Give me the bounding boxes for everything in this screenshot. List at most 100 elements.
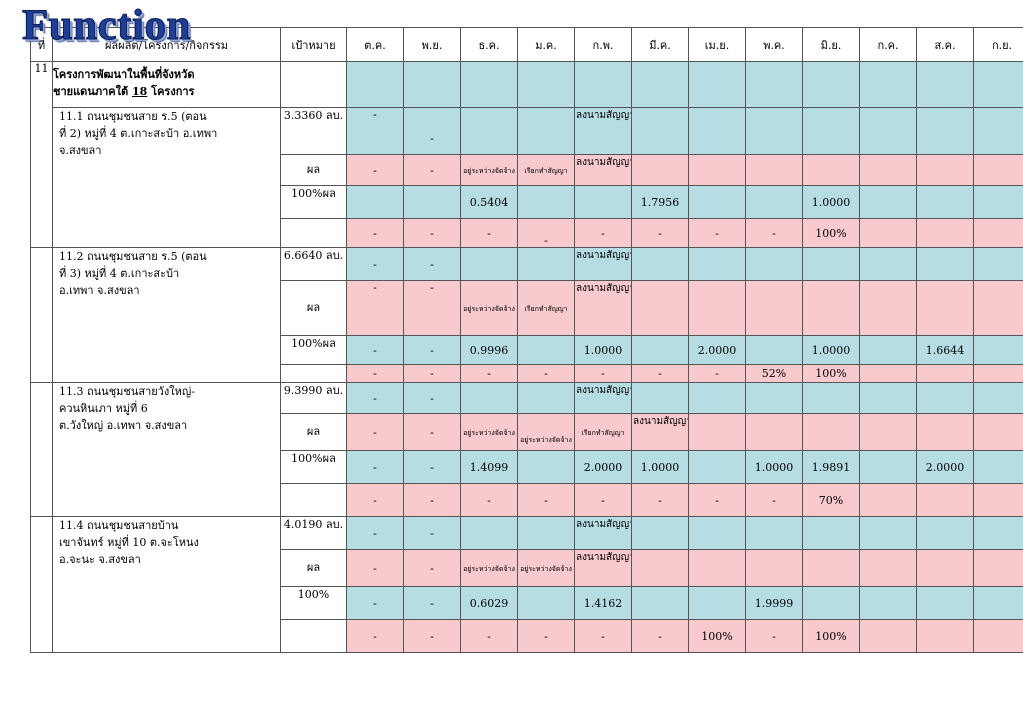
month-cell: [517, 382, 575, 414]
month-cell: -: [517, 619, 575, 653]
project-name-line: 11.1 ถนนชุมชนสาย ร.5 (ตอน: [59, 110, 207, 123]
section-number: 11: [30, 61, 53, 248]
month-cell: [460, 382, 518, 414]
month-cell: [802, 280, 860, 336]
month-cell: 100%: [802, 619, 860, 653]
month-cell: 1.6644: [916, 335, 974, 365]
cell-value: -: [487, 226, 491, 240]
cell: [403, 61, 461, 108]
month-cell: [631, 586, 689, 620]
month-cell: 1.4162: [574, 586, 632, 620]
month-cell: -: [403, 154, 461, 186]
cell-value: 2.0000: [925, 460, 965, 474]
project-name: 11.3 ถนนชุมชนสายวังใหญ่- ควนหินเภา หมู่ท…: [52, 382, 281, 517]
header-month: ต.ค.: [346, 27, 404, 62]
month-cell: [859, 185, 917, 219]
percent-label: 100%: [297, 588, 330, 601]
month-cell: -: [688, 483, 746, 517]
target-cell: [280, 364, 347, 383]
cell-value: 1.0000: [811, 343, 851, 357]
cell-value: -: [430, 226, 434, 240]
month-cell: อยู่ระหว่างจัดจ้าง: [460, 154, 518, 186]
cell-value: 100%: [815, 367, 847, 380]
cell-value: 0.5404: [469, 195, 509, 209]
month-cell: [631, 382, 689, 414]
month-cell: -: [403, 218, 461, 248]
target-cell: 3.3360 ลบ.: [280, 107, 347, 155]
month-cell: [745, 280, 803, 336]
project-2-plan-row: 11.2 ถนนชุมชนสาย ร.5 (ตอน ที่ 3) หมู่ที่ …: [30, 247, 1023, 383]
section-project-count: 18: [132, 85, 148, 98]
month-cell: [688, 280, 746, 336]
month-cell: 52%: [745, 364, 803, 383]
month-cell: [916, 154, 974, 186]
cell-value: ลงนามสัญญา: [633, 416, 689, 427]
percent-label: 100%: [291, 337, 323, 350]
month-cell: -: [346, 450, 404, 484]
month-cell: [745, 549, 803, 587]
project-name-line: จ.สงขลา: [59, 144, 102, 157]
cell-value: -: [715, 367, 719, 380]
month-cell: -: [688, 218, 746, 248]
header-month: เม.ย.: [688, 27, 746, 62]
section-title-line: ชายแดนภาคใต้ 18 โครงการ: [54, 83, 280, 100]
project-name-line: ควนหินเภา หมู่ที่ 6: [59, 402, 148, 415]
cell-value: -: [430, 163, 434, 177]
month-cell: -: [517, 218, 575, 248]
cell-value: 1.6644: [925, 343, 965, 357]
cell: [973, 61, 1023, 108]
month-cell: 1.0000: [745, 450, 803, 484]
project-1-result-row: ผล - - อยู่ระหว่างจัดจ้าง เรียกทำสัญญา ลงนามส…: [31, 154, 1023, 186]
cell-value: -: [430, 460, 434, 474]
cell-value: ลงนามสัญญา: [576, 110, 632, 121]
month-cell: [802, 154, 860, 186]
cell-value: -: [658, 226, 662, 240]
cell-value: -: [373, 460, 377, 474]
month-cell: [973, 364, 1023, 383]
month-cell: -: [745, 619, 803, 653]
cell-value: -: [373, 493, 377, 507]
header-month: มิ.ย.: [802, 27, 860, 62]
cell-value: -: [487, 493, 491, 507]
month-cell: [517, 450, 575, 484]
cell-value: อยู่ระหว่างจัดจ้าง: [520, 436, 572, 444]
cell: [631, 61, 689, 108]
project-name-line: ต.วังใหญ่ อ.เทพา จ.สงขลา: [59, 419, 188, 432]
cell-value: -: [430, 629, 434, 643]
month-cell: 2.0000: [688, 335, 746, 365]
month-cell: -: [688, 364, 746, 383]
cell-value: -: [544, 367, 548, 380]
cell-value: อยู่ระหว่างจัดจ้าง: [520, 565, 572, 573]
month-cell: [859, 483, 917, 517]
cell-value: 1.0000: [811, 195, 851, 209]
cell-value: -: [373, 257, 377, 271]
cell-value: -: [430, 596, 434, 610]
month-cell: [688, 549, 746, 587]
plan-table: ที่ ผลผลิต/โครงการ/กิจกรรม เป้าหมาย ต.ค.…: [30, 27, 1023, 653]
month-cell: เรียกทำสัญญา: [517, 154, 575, 186]
month-cell: -: [403, 450, 461, 484]
cell-value: 1.0000: [583, 343, 623, 357]
month-cell: [688, 107, 746, 155]
month-cell: -: [745, 483, 803, 517]
cell-value: -: [373, 281, 377, 295]
cell-value: 2.0000: [583, 460, 623, 474]
month-cell: [802, 413, 860, 451]
target-cell: [280, 218, 347, 248]
month-cell: -: [403, 107, 461, 155]
cell-value: 1.0000: [754, 460, 794, 474]
header-month: พ.ย.: [403, 27, 461, 62]
month-cell: [973, 586, 1023, 620]
cell-value: -: [487, 629, 491, 643]
month-cell: [688, 154, 746, 186]
month-cell: -: [517, 483, 575, 517]
function-logo: Function: [22, 2, 191, 49]
project-name: 11.2 ถนนชุมชนสาย ร.5 (ตอน ที่ 3) หมู่ที่ …: [52, 247, 281, 383]
target-cell: ผล: [280, 549, 347, 587]
month-cell: [517, 335, 575, 365]
cell-value: -: [373, 596, 377, 610]
month-cell: [973, 483, 1023, 517]
project-3-plan-row: 11.3 ถนนชุมชนสายวังใหญ่- ควนหินเภา หมู่ท…: [30, 382, 1023, 517]
month-cell: [631, 335, 689, 365]
month-cell: [688, 450, 746, 484]
